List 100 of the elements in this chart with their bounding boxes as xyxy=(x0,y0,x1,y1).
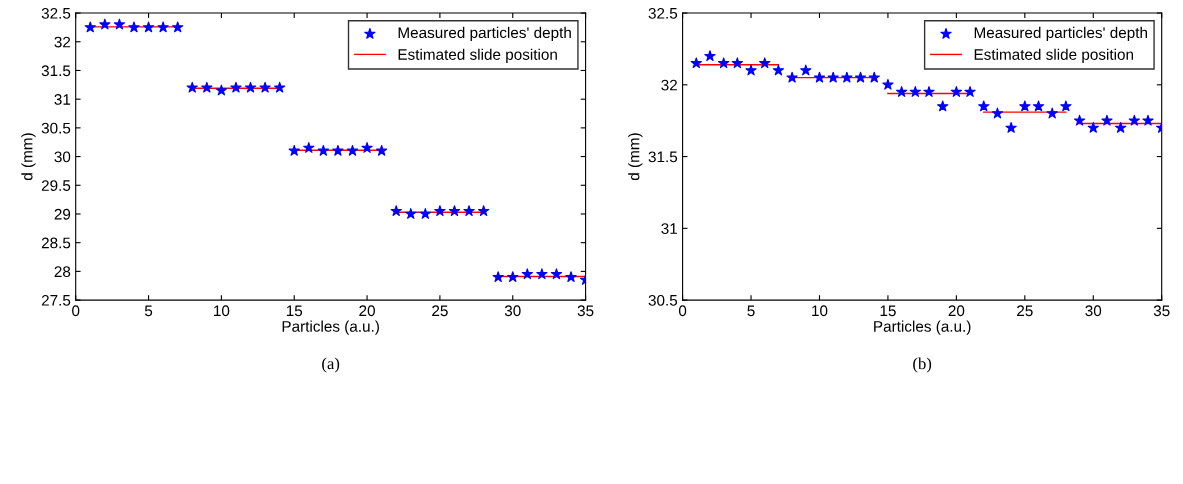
point xyxy=(1114,121,1127,133)
point xyxy=(1005,121,1017,133)
legend-label: Estimated slide position xyxy=(398,48,557,63)
x-tick-label: 20 xyxy=(359,305,375,317)
y-tick-label: 31 xyxy=(54,94,71,105)
x-tick-label: 15 xyxy=(286,305,303,317)
point xyxy=(895,86,908,97)
x-tick-label: 10 xyxy=(214,305,230,317)
point xyxy=(1019,100,1031,112)
point xyxy=(390,205,402,217)
point xyxy=(128,21,140,33)
point xyxy=(950,86,963,97)
point xyxy=(375,144,388,156)
point xyxy=(361,142,373,153)
point xyxy=(1032,100,1045,112)
point xyxy=(827,71,839,83)
point xyxy=(346,144,359,156)
point xyxy=(332,144,344,156)
y-tick-label: 30.5 xyxy=(41,122,71,134)
point xyxy=(690,57,702,69)
y-tick-label: 29 xyxy=(54,208,71,220)
x-tick-label: 0 xyxy=(72,305,80,317)
point xyxy=(172,21,184,33)
point xyxy=(550,268,563,280)
text: (b) xyxy=(913,357,932,373)
x-tick-label: 10 xyxy=(812,305,828,317)
y-tick-label: 31.5 xyxy=(648,151,678,163)
point xyxy=(772,64,785,76)
point xyxy=(786,71,798,83)
x-axis-title: Particles (a.u.) xyxy=(282,320,379,335)
point xyxy=(201,81,213,93)
point xyxy=(492,271,504,283)
legend-label: Measured particles' depth xyxy=(398,26,571,42)
legend-label: Measured particles' depth xyxy=(974,26,1147,42)
point xyxy=(186,81,198,93)
y-tick-label: 30 xyxy=(54,151,71,163)
x-tick-label: 30 xyxy=(1085,305,1102,317)
point xyxy=(704,50,716,62)
point xyxy=(731,57,744,69)
x-tick-label: 20 xyxy=(948,305,965,317)
point xyxy=(745,64,757,76)
legend-label: Estimated slide position xyxy=(974,48,1134,63)
y-tick-label: 32.5 xyxy=(41,7,71,19)
point xyxy=(1101,114,1113,126)
point xyxy=(405,208,417,219)
point xyxy=(813,71,826,83)
y-tick-label: 31.5 xyxy=(41,65,71,77)
x-tick-label: 5 xyxy=(747,305,755,317)
y-tick-label: 28.5 xyxy=(41,237,71,249)
point xyxy=(868,71,880,83)
point xyxy=(507,271,519,283)
point xyxy=(1073,114,1086,126)
point xyxy=(521,268,533,280)
y-tick-label: 27.5 xyxy=(41,294,71,306)
point xyxy=(882,78,894,90)
point xyxy=(317,144,330,156)
y-tick-label: 31 xyxy=(661,223,677,235)
point xyxy=(978,100,990,112)
point xyxy=(1128,114,1140,126)
point xyxy=(303,142,315,153)
point xyxy=(273,81,286,93)
point xyxy=(157,21,169,33)
x-axis-title: Particles (a.u.) xyxy=(874,320,971,335)
point xyxy=(1046,107,1058,119)
point xyxy=(759,57,771,69)
y-tick-label: 32 xyxy=(661,79,677,91)
point xyxy=(909,86,921,97)
point xyxy=(230,81,242,93)
point xyxy=(1060,100,1072,112)
point xyxy=(937,100,949,112)
point xyxy=(434,205,446,217)
point xyxy=(259,81,271,93)
point xyxy=(1087,121,1099,133)
point xyxy=(463,205,475,217)
x-tick-label: 5 xyxy=(144,305,153,317)
y-tick-label: 32 xyxy=(54,36,71,48)
y-axis-title: d (mm) xyxy=(628,133,643,181)
point xyxy=(1142,114,1154,126)
x-tick-label: 25 xyxy=(1017,305,1033,317)
point xyxy=(244,81,257,93)
x-tick-label: 35 xyxy=(1153,305,1170,317)
point xyxy=(288,144,300,156)
point xyxy=(448,205,461,217)
point xyxy=(419,208,432,219)
x-tick-label: 30 xyxy=(504,305,521,317)
point xyxy=(964,86,976,97)
point xyxy=(800,64,812,76)
point xyxy=(991,107,1004,119)
point xyxy=(142,21,155,33)
point xyxy=(923,86,935,97)
text: (a) xyxy=(322,357,340,373)
point xyxy=(99,18,111,30)
x-tick-label: 0 xyxy=(678,305,687,317)
point xyxy=(717,57,730,69)
y-tick-label: 30.5 xyxy=(648,294,678,306)
point xyxy=(477,205,490,217)
y-tick-label: 29.5 xyxy=(41,180,71,191)
y-tick-label: 28 xyxy=(54,266,71,278)
x-tick-label: 35 xyxy=(577,305,594,317)
y-axis-title: d (mm) xyxy=(21,133,36,181)
